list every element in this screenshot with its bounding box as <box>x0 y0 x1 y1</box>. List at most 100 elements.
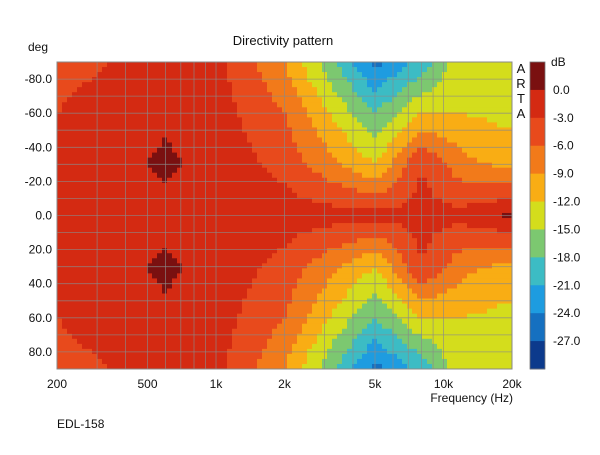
heatmap-cell <box>402 323 408 330</box>
heatmap-cell <box>57 353 63 360</box>
heatmap-cell <box>82 62 88 68</box>
heatmap-cell <box>302 187 308 194</box>
heatmap-cell <box>202 363 208 369</box>
heatmap-cell <box>152 87 158 93</box>
heatmap-cell <box>207 107 213 113</box>
heatmap-cell <box>402 172 408 179</box>
heatmap-cell <box>337 172 343 179</box>
heatmap-cell <box>292 293 298 300</box>
heatmap-cell <box>247 82 253 88</box>
heatmap-cell <box>107 343 113 350</box>
heatmap-cell <box>187 132 193 139</box>
heatmap-cell <box>222 238 228 244</box>
heatmap-cell <box>202 192 208 199</box>
heatmap-cell <box>197 187 203 194</box>
heatmap-cell <box>377 313 383 320</box>
heatmap-cell <box>347 303 353 310</box>
heatmap-cell <box>127 197 133 204</box>
heatmap-cell <box>192 303 198 310</box>
heatmap-cell <box>247 107 253 113</box>
heatmap-cell <box>357 323 363 330</box>
heatmap-cell <box>97 157 103 164</box>
heatmap-cell <box>237 152 243 159</box>
heatmap-cell <box>277 358 283 365</box>
heatmap-cell <box>127 172 133 179</box>
heatmap-cell <box>142 132 148 139</box>
heatmap-cell <box>182 328 188 335</box>
heatmap-cell <box>157 207 163 214</box>
heatmap-cell <box>122 273 128 280</box>
heatmap-cell <box>82 182 88 189</box>
heatmap-cell <box>272 182 278 189</box>
heatmap-cell <box>197 318 203 325</box>
heatmap-cell <box>432 223 438 229</box>
heatmap-cell <box>272 72 278 78</box>
heatmap-cell <box>452 172 458 179</box>
heatmap-cell <box>362 333 368 340</box>
heatmap-cell <box>327 343 333 350</box>
heatmap-cell <box>67 278 73 285</box>
heatmap-cell <box>397 117 403 123</box>
heatmap-cell <box>387 182 393 189</box>
heatmap-cell <box>367 258 373 264</box>
heatmap-cell <box>302 288 308 295</box>
heatmap-cell <box>132 238 138 244</box>
heatmap-cell <box>252 343 258 350</box>
heatmap-cell <box>292 283 298 290</box>
heatmap-cell <box>362 107 368 113</box>
heatmap-cell <box>77 167 83 174</box>
heatmap-cell <box>362 233 368 239</box>
heatmap-cell <box>347 253 353 259</box>
heatmap-cell <box>232 72 238 78</box>
heatmap-cell <box>197 308 203 315</box>
heatmap-cell <box>432 273 438 280</box>
heatmap-cell <box>342 142 348 149</box>
heatmap-cell <box>337 258 343 264</box>
heatmap-cell <box>152 97 158 103</box>
heatmap-cell <box>297 197 303 204</box>
heatmap-cell <box>127 333 133 340</box>
heatmap-cell <box>72 218 78 224</box>
heatmap-cell <box>177 308 183 315</box>
heatmap-cell <box>147 87 153 93</box>
heatmap-cell <box>137 318 143 325</box>
heatmap-cell <box>77 202 83 209</box>
heatmap-cell <box>457 258 463 264</box>
heatmap-cell <box>377 192 383 199</box>
heatmap-cell <box>202 62 208 68</box>
heatmap-cell <box>417 77 423 83</box>
heatmap-cell <box>307 122 313 129</box>
heatmap-cell <box>182 238 188 244</box>
heatmap-cell <box>272 87 278 93</box>
heatmap-cell <box>412 92 418 98</box>
heatmap-cell <box>107 243 113 249</box>
heatmap-cell <box>92 243 98 249</box>
heatmap-cell <box>122 62 128 68</box>
heatmap-cell <box>307 147 313 154</box>
heatmap-cell <box>277 323 283 330</box>
heatmap-cell <box>382 343 388 350</box>
heatmap-cell <box>72 187 78 194</box>
heatmap-cell <box>367 197 373 204</box>
heatmap-cell <box>252 218 258 224</box>
heatmap-cell <box>252 107 258 113</box>
heatmap-cell <box>347 318 353 325</box>
heatmap-cell <box>357 87 363 93</box>
heatmap-cell <box>417 218 423 224</box>
heatmap-cell <box>392 268 398 274</box>
heatmap-cell <box>292 62 298 68</box>
heatmap-cell <box>107 253 113 259</box>
heatmap-cell <box>312 182 318 189</box>
heatmap-cell <box>222 147 228 154</box>
heatmap-cell <box>317 107 323 113</box>
heatmap-cell <box>197 62 203 68</box>
heatmap-cell <box>457 167 463 174</box>
heatmap-cell <box>432 233 438 239</box>
heatmap-cell <box>397 313 403 320</box>
heatmap-cell <box>67 92 73 98</box>
heatmap-cell <box>267 107 273 113</box>
heatmap-cell <box>117 263 123 269</box>
heatmap-cell <box>312 197 318 204</box>
heatmap-cell <box>427 288 433 295</box>
heatmap-cell <box>172 313 178 320</box>
